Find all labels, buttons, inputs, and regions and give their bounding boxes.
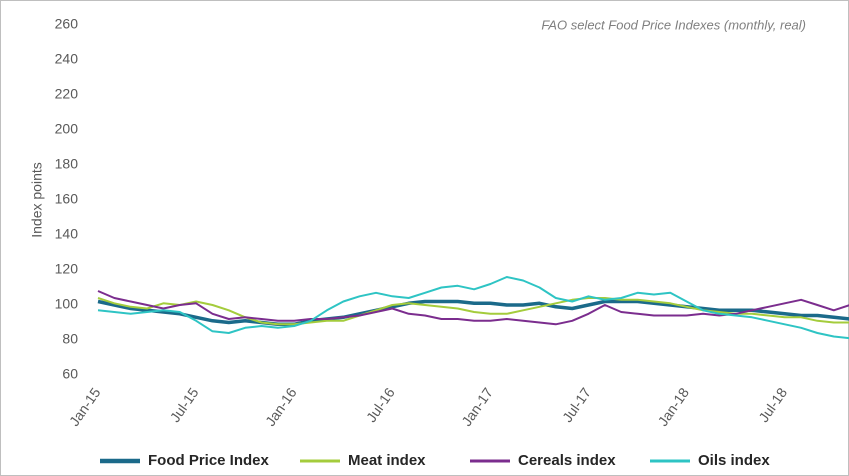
- series-line: [97, 290, 849, 326]
- series-line: [97, 297, 849, 326]
- y-tick-label: 260: [55, 16, 79, 32]
- legend-label: Cereals index: [518, 452, 616, 469]
- y-tick-label: 60: [62, 366, 78, 382]
- y-tick-label: 80: [62, 331, 78, 347]
- chart-annotation: FAO select Food Price Indexes (monthly, …: [541, 17, 806, 32]
- y-tick-label: 180: [55, 156, 79, 172]
- y-tick-label: 160: [55, 191, 79, 207]
- y-tick-label: 200: [55, 121, 79, 137]
- legend-label: Food Price Index: [148, 452, 270, 469]
- y-tick-label: 100: [55, 296, 79, 312]
- legend-label: Oils index: [698, 452, 770, 469]
- y-tick-label: 240: [55, 51, 79, 67]
- legend-label: Meat index: [348, 452, 426, 469]
- y-tick-label: 220: [55, 86, 79, 102]
- y-axis-label: Index points: [29, 162, 45, 238]
- y-tick-label: 140: [55, 226, 79, 242]
- y-tick-label: 120: [55, 261, 79, 277]
- series-line: [97, 276, 849, 340]
